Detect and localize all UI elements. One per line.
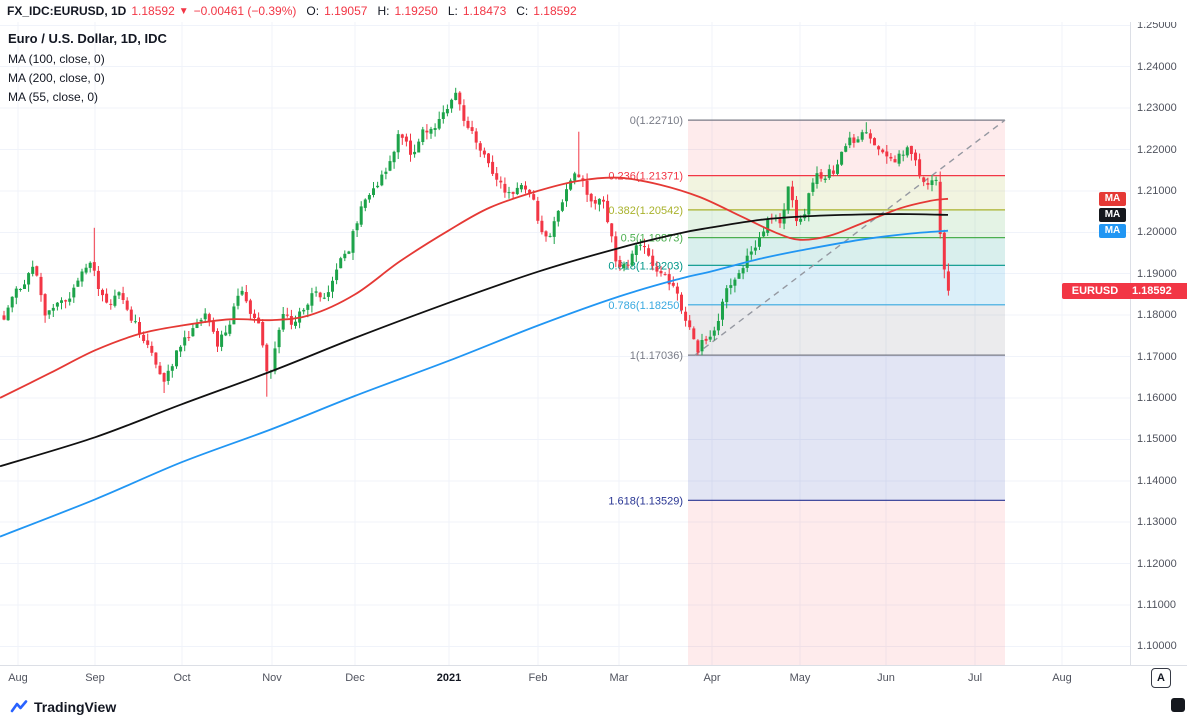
price-tick-label: 1.16000: [1137, 391, 1177, 404]
ma-value-badge-0: MA: [1099, 191, 1126, 206]
chart-legend: Euro / U.S. Dollar, 1D, IDC MA (100, clo…: [8, 31, 167, 109]
fib-level-label: 0.618(1.19203): [608, 260, 683, 272]
legend-ma-200[interactable]: MA (200, close, 0): [8, 71, 105, 85]
price-badge-symbol: EURUSD: [1071, 284, 1119, 297]
price-tick-label: 1.15000: [1137, 433, 1177, 446]
time-tick-label: Aug: [1052, 672, 1072, 684]
fib-level-label: 0.786(1.18250): [608, 300, 683, 312]
time-tick-label: 2021: [436, 672, 462, 684]
fib-retracement-drawing[interactable]: 0(1.22710) 0.236(1.21371) 0.382(1.20542) 0.…: [608, 115, 1005, 665]
ohlc-toolbar: FX_IDC:EURUSD, 1D 1.18592 ▼ −0.00461 (−0…: [0, 0, 1187, 22]
time-tick-label: Dec: [345, 672, 365, 684]
last-price-badge: EURUSD 1.18592: [1062, 282, 1187, 299]
time-tick-label: Apr: [703, 672, 721, 684]
price-tick-label: 1.11000: [1137, 598, 1176, 611]
time-tick-label: Jul: [967, 672, 983, 684]
time-tick-label: Mar: [609, 672, 629, 684]
price-tick-label: 1.12000: [1137, 557, 1177, 570]
ma-line-100[interactable]: [0, 176, 949, 399]
open-label: O:: [306, 4, 320, 18]
time-tick-label: Nov: [262, 672, 282, 684]
fib-level-label: 0.236(1.21371): [608, 171, 683, 183]
price-tick-label: 1.17000: [1137, 350, 1177, 363]
price-axis[interactable]: 1.25000 1.24000 1.23000 1.22000 1.21000 1.200…: [1130, 19, 1187, 665]
time-tick-label: Oct: [173, 672, 191, 684]
fib-level-label: 1.618(1.13529): [608, 495, 683, 507]
high-label: H:: [377, 4, 390, 18]
fib-level-label: 1(1.17036): [630, 350, 683, 362]
price-tick-label: 1.14000: [1137, 474, 1177, 487]
legend-ma-55[interactable]: MA (55, close, 0): [8, 90, 99, 104]
fib-level-label: 0(1.22710): [630, 115, 683, 127]
open-value: 1.19057: [324, 4, 368, 18]
price-tick-label: 1.25000: [1137, 19, 1177, 32]
time-tick-label: Aug: [8, 672, 28, 684]
ma-value-badge-1: MA: [1099, 207, 1126, 222]
price-down-arrow-icon: ▼: [178, 5, 189, 17]
price-tick-label: 1.10000: [1137, 640, 1177, 653]
time-tick-label: Jun: [877, 672, 895, 684]
legend-ma-100[interactable]: MA (100, close, 0): [8, 52, 105, 66]
price-change-value: −0.00461 (−0.39%): [193, 4, 297, 18]
price-tick-label: 1.13000: [1137, 516, 1177, 529]
price-tick-label: 1.21000: [1137, 184, 1177, 197]
price-tick-label: 1.19000: [1137, 267, 1177, 280]
tradingview-logo[interactable]: TradingView: [10, 699, 116, 715]
price-tick-label: 1.23000: [1137, 102, 1177, 115]
time-tick-label: Feb: [528, 672, 548, 684]
price-tick-label: 1.22000: [1137, 143, 1177, 156]
tradingview-logo-icon: [10, 700, 28, 713]
price-tick-label: 1.24000: [1137, 60, 1177, 73]
autoscale-button[interactable]: A: [1151, 668, 1171, 688]
close-value: 1.18592: [533, 4, 577, 18]
symbol-interval-title[interactable]: FX_IDC:EURUSD, 1D: [7, 4, 127, 18]
candles-layer[interactable]: [2, 87, 950, 397]
close-label: C:: [516, 4, 529, 18]
fib-level-label: 0.382(1.20542): [608, 205, 683, 217]
price-tick-label: 1.20000: [1137, 226, 1177, 239]
grid-layer: [0, 22, 1130, 665]
time-tick-label: Sep: [85, 672, 105, 684]
ma-line-55[interactable]: [0, 229, 949, 538]
ma-value-badge-2: MA: [1099, 223, 1126, 238]
low-label: L:: [447, 4, 458, 18]
time-axis[interactable]: Aug Sep Oct Nov Dec 2021 Feb Mar Apr May Jun Jul Aug: [0, 665, 1187, 692]
price-tick-label: 1.18000: [1137, 309, 1177, 322]
tradingview-logo-text: TradingView: [34, 699, 117, 715]
trendline-drawing[interactable]: [694, 119, 1006, 356]
corner-widget[interactable]: [1171, 698, 1185, 712]
footer-bar: TradingView: [0, 691, 1187, 722]
chart-plot-area[interactable]: 0(1.22710) 0.236(1.21371) 0.382(1.20542) 0.…: [0, 22, 1130, 665]
last-price-value: 1.18592: [131, 4, 175, 18]
price-chart-canvas[interactable]: 0(1.22710) 0.236(1.21371) 0.382(1.20542) 0.…: [0, 22, 1130, 665]
price-badge-value: 1.18592: [1132, 284, 1172, 297]
high-value: 1.19250: [394, 4, 438, 18]
low-value: 1.18473: [462, 4, 507, 18]
legend-symbol-title[interactable]: Euro / U.S. Dollar, 1D, IDC: [8, 31, 167, 46]
ma-line-200[interactable]: [0, 213, 949, 468]
time-tick-label: May: [789, 672, 811, 684]
